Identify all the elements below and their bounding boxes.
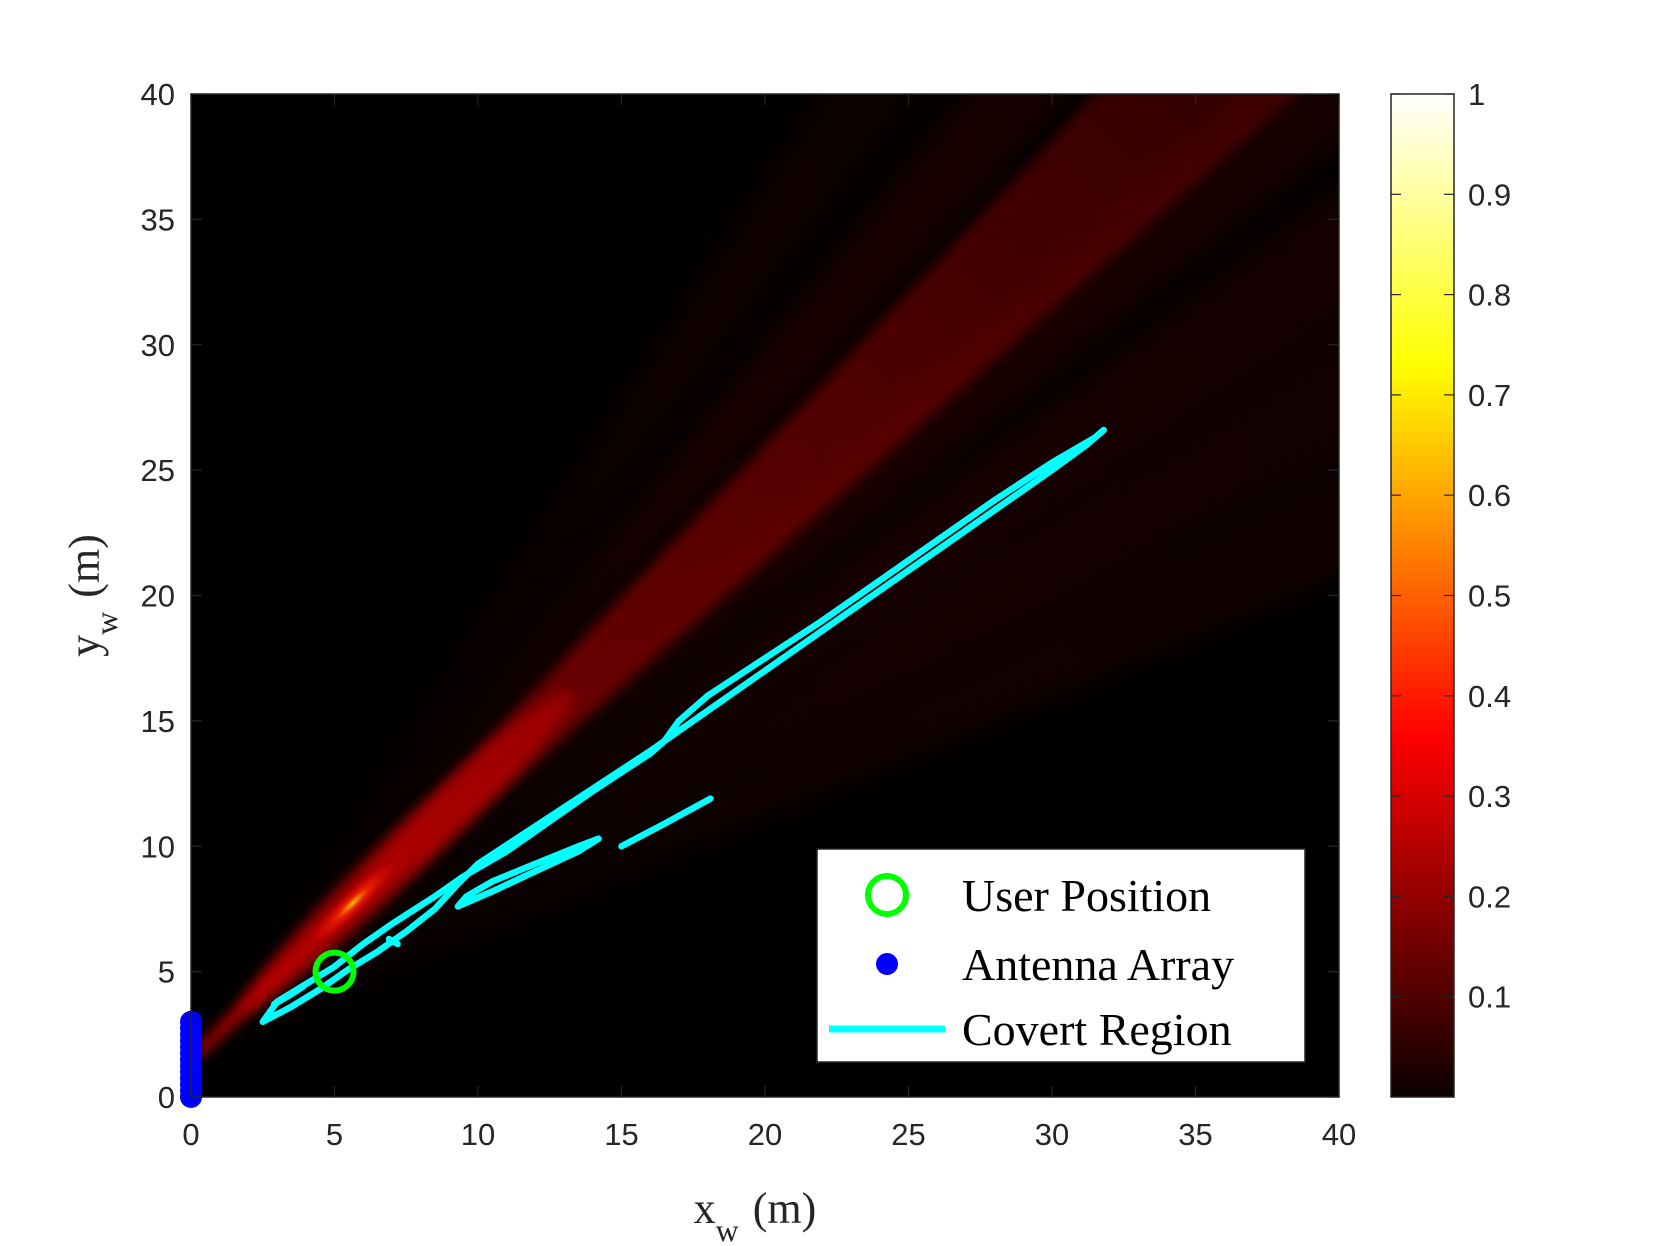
y-axis-label: yw (m) — [60, 534, 124, 657]
colorbar-tick-label: 0.7 — [1468, 378, 1511, 413]
colorbar-tick-label: 0.6 — [1468, 478, 1511, 513]
intensity-field — [191, 94, 1339, 1063]
side-lobe — [191, 282, 1339, 1060]
colorbar-tick-label: 0.2 — [1468, 879, 1511, 914]
y-axis-label-unit: (m) — [60, 534, 109, 598]
legend-symbol-user-position — [865, 873, 909, 917]
colorbar-tick-label: 0.5 — [1468, 579, 1511, 614]
colorbar-gradient — [1390, 93, 1455, 1098]
x-tick-label: 20 — [748, 1117, 782, 1152]
side-lobe — [191, 94, 1216, 1060]
y-tick-label: 5 — [158, 955, 175, 990]
x-tick-labels: 0 5 10 15 20 25 30 35 40 — [182, 1117, 1356, 1152]
colorbar-tick-label: 0.4 — [1468, 679, 1511, 714]
covert-region-contour — [385, 935, 401, 948]
focus-hotspot — [308, 860, 397, 946]
legend-entry-user-position: User Position — [962, 870, 1211, 921]
y-axis-label-var: y — [60, 635, 109, 657]
x-axis-label-unit: (m) — [753, 1184, 817, 1233]
y-tick-label: 15 — [141, 704, 175, 739]
x-axis-label-sub: w — [716, 1212, 739, 1246]
colorbar-ticks: 0.1 0.2 0.3 0.4 0.5 0.6 0.7 0.8 0.9 1 — [1391, 77, 1511, 1015]
y-tick-label: 35 — [141, 202, 175, 237]
covert-region-contour — [259, 426, 1107, 1026]
plot-frame — [190, 93, 1340, 1098]
covert-region-contour — [618, 795, 714, 850]
y-tick-labels: 0 5 10 15 20 25 30 35 40 — [141, 77, 175, 1115]
colorbar: 0.1 0.2 0.3 0.4 0.5 0.6 0.7 0.8 0.9 1 — [1390, 77, 1511, 1098]
legend-entry-covert-region: Covert Region — [962, 1004, 1232, 1055]
y-tick-label: 20 — [141, 579, 175, 614]
side-lobe — [191, 148, 1339, 1060]
y-tick-label: 25 — [141, 453, 175, 488]
main-lobe — [191, 94, 1339, 1063]
colorbar-tick-label: 0.3 — [1468, 779, 1511, 814]
plot-area — [180, 93, 1340, 1108]
y-tick-label: 30 — [141, 328, 175, 363]
x-axis-label-var: x — [694, 1184, 716, 1233]
x-tick-label: 10 — [461, 1117, 495, 1152]
side-lobe — [191, 94, 1339, 1060]
x-tick-label: 40 — [1322, 1117, 1356, 1152]
x-tick-label: 30 — [1035, 1117, 1069, 1152]
colorbar-tick-label: 1 — [1468, 77, 1485, 112]
y-tick-label: 10 — [141, 829, 175, 864]
x-axis-label: xw (m) — [694, 1184, 817, 1246]
colorbar-tick-label: 0.9 — [1468, 177, 1511, 212]
colorbar-tick-label: 0.1 — [1468, 980, 1511, 1015]
series-layer — [259, 426, 1107, 1026]
legend-symbol-antenna-array — [876, 953, 898, 975]
side-lobe — [191, 94, 1337, 1060]
x-tick-label: 25 — [891, 1117, 925, 1152]
x-tick-label: 15 — [604, 1117, 638, 1152]
user-position-marker — [312, 949, 357, 994]
y-axis-label-sub: w — [88, 612, 124, 635]
x-tick-label: 0 — [182, 1117, 199, 1152]
y-tick-label: 40 — [141, 77, 175, 112]
y-tick-label: 0 — [158, 1080, 175, 1115]
covert-region-contour — [454, 835, 602, 910]
x-tick-label: 5 — [326, 1117, 343, 1152]
colorbar-tick-label: 0.8 — [1468, 278, 1511, 313]
legend-entry-antenna-array: Antenna Array — [962, 939, 1234, 990]
covert-region-contour — [270, 983, 307, 1008]
legend: User Position Antenna Array Covert Regio… — [816, 848, 1306, 1063]
x-tick-label: 35 — [1178, 1117, 1212, 1152]
